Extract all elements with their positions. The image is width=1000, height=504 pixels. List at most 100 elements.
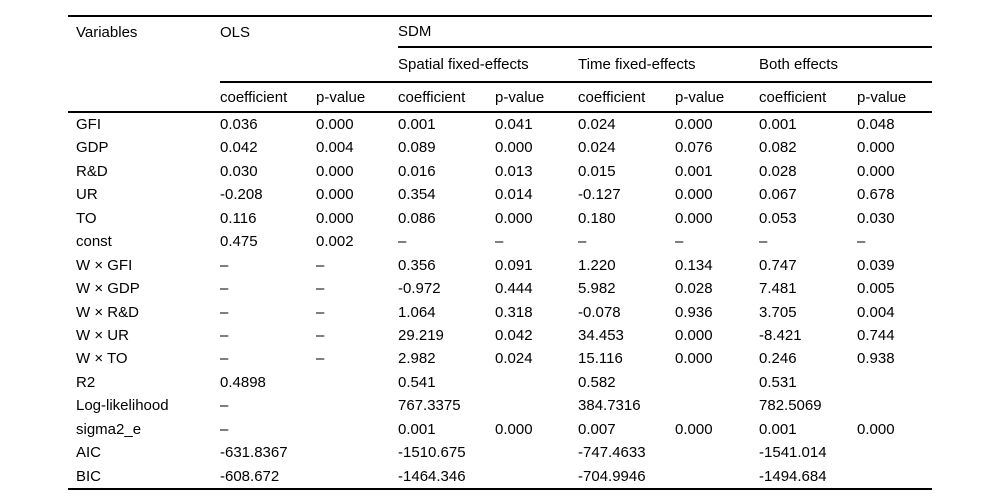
cell-value: 0.000 <box>675 209 713 227</box>
cell-value: 0.000 <box>316 116 354 133</box>
cell-value: – <box>316 256 325 274</box>
cell-value: – <box>220 303 229 321</box>
cell-value: – <box>220 256 229 274</box>
row-label: AIC <box>76 444 102 462</box>
cell-value: 2.982 <box>398 350 436 368</box>
cell-value: -747.4633 <box>578 444 646 462</box>
header-time-coefficient: coefficient <box>578 82 676 113</box>
cell-value: -1464.346 <box>398 467 466 485</box>
cell-value: -608.672 <box>220 467 280 485</box>
header-spatial-p-value: p-value <box>495 82 579 113</box>
cell-value: 0.004 <box>857 303 895 321</box>
table-row: W × TO – – 2.982 0.024 15.116 0.000 0.246 0.938 <box>68 347 932 370</box>
table-body: GFI 0.036 0.000 0.001 0.041 0.024 0.000 0.001 0.… <box>68 112 932 489</box>
row-label: R&D <box>76 162 108 180</box>
cell-value: 29.219 <box>398 326 444 344</box>
cell-value: 1.220 <box>578 256 616 274</box>
table-row: Log-likelihood – 767.3375 384.7316 782.5069 <box>68 394 932 417</box>
cell-value: 0.001 <box>398 116 436 133</box>
cell-value: -704.9946 <box>578 467 646 485</box>
cell-value: 782.5069 <box>759 397 822 415</box>
table-row: W × GDP – – -0.972 0.444 5.982 0.028 7.481 0.005 <box>68 277 932 300</box>
header-ols: OLS <box>220 23 251 41</box>
cell-value <box>857 394 932 417</box>
cell-value: – <box>220 420 229 438</box>
header-variables: Variables <box>76 23 138 41</box>
cell-value: 0.067 <box>759 186 797 204</box>
row-label: TO <box>76 209 97 227</box>
row-label: GDP <box>76 139 109 157</box>
cell-value: 0.014 <box>495 186 533 204</box>
cell-value: 0.475 <box>220 233 258 251</box>
cell-value: – <box>316 326 325 344</box>
cell-value: 0.000 <box>495 209 533 227</box>
cell-value: 0.000 <box>316 162 354 180</box>
header-both-coefficient: coefficient <box>759 82 858 113</box>
cell-value: 0.747 <box>759 256 797 274</box>
cell-value: 0.001 <box>759 420 797 438</box>
header-ols-spacer <box>220 47 399 83</box>
cell-value: 0.002 <box>316 233 354 251</box>
cell-value: 0.016 <box>398 162 436 180</box>
table-row: GFI 0.036 0.000 0.001 0.041 0.024 0.000 0.001 0.… <box>68 112 932 136</box>
cell-value: 0.000 <box>316 186 354 204</box>
cell-value: – <box>220 397 229 415</box>
table-row: BIC -608.672 -1464.346 -704.9946 -1494.684 <box>68 465 932 489</box>
header-spatial-fixed-effects: Spatial fixed-effects <box>398 47 579 83</box>
cell-value: – <box>220 326 229 344</box>
cell-value: 0.015 <box>578 162 616 180</box>
cell-value: 0.000 <box>495 139 533 157</box>
cell-value: 0.000 <box>675 186 713 204</box>
table-row: sigma2_e – 0.001 0.000 0.007 0.000 0.001 0.000 <box>68 418 932 441</box>
cell-value: 0.001 <box>759 116 797 133</box>
header-row-spanners: Spatial fixed-effects Time fixed-effects… <box>68 47 933 83</box>
cell-value: -1510.675 <box>398 444 466 462</box>
cell-value: 0.028 <box>675 280 713 298</box>
cell-value: 0.042 <box>220 139 258 157</box>
cell-value: 0.000 <box>675 420 713 438</box>
cell-value: 0.041 <box>495 116 533 133</box>
cell-value: 0.356 <box>398 256 436 274</box>
cell-value: 0.001 <box>675 162 713 180</box>
row-label: W × GDP <box>76 280 140 298</box>
cell-value <box>857 441 932 464</box>
cell-value: 0.024 <box>578 139 616 157</box>
table-row: W × GFI – – 0.356 0.091 1.220 0.134 0.747 0.039 <box>68 254 932 277</box>
header-row-measures: coefficient p-value coefficient p-value … <box>68 82 933 113</box>
cell-value: 0.005 <box>857 280 895 298</box>
cell-value: 0.531 <box>759 373 797 391</box>
cell-value: 0.001 <box>398 420 436 438</box>
cell-value: 0.246 <box>759 350 797 368</box>
cell-value <box>675 465 759 489</box>
cell-value: 384.7316 <box>578 397 641 415</box>
cell-value: 0.082 <box>759 139 797 157</box>
cell-value: 0.000 <box>857 420 895 438</box>
cell-value: 0.744 <box>857 326 895 344</box>
cell-value <box>495 441 578 464</box>
cell-value: – <box>578 233 587 251</box>
header-ols-p-value: p-value <box>316 82 399 113</box>
cell-value: – <box>316 280 325 298</box>
cell-value: – <box>857 233 866 251</box>
cell-value: -0.127 <box>578 186 621 204</box>
table-row: R2 0.4898 0.541 0.582 0.531 <box>68 371 932 394</box>
cell-value: 0.030 <box>220 162 258 180</box>
row-label: R2 <box>76 373 96 391</box>
cell-value: 0.036 <box>220 116 258 133</box>
cell-value: 7.481 <box>759 280 797 298</box>
cell-value <box>316 418 398 441</box>
cell-value: – <box>675 233 684 251</box>
cell-value: 0.541 <box>398 373 436 391</box>
cell-value: 0.000 <box>495 420 533 438</box>
cell-value <box>675 371 759 394</box>
regression-results-table: Variables OLS SDM Spatial fixed-effects … <box>68 15 933 490</box>
cell-value: – <box>220 350 229 368</box>
table-row: const 0.475 0.002 – – – – – – <box>68 230 932 253</box>
cell-value <box>495 465 578 489</box>
header-row-groups: Variables OLS SDM <box>68 16 933 48</box>
header-time-p-value: p-value <box>675 82 760 113</box>
row-label: W × GFI <box>76 256 133 274</box>
cell-value <box>316 465 398 489</box>
row-label: GFI <box>76 116 101 133</box>
table-row: GDP 0.042 0.004 0.089 0.000 0.024 0.076 0.082 0.… <box>68 136 932 159</box>
